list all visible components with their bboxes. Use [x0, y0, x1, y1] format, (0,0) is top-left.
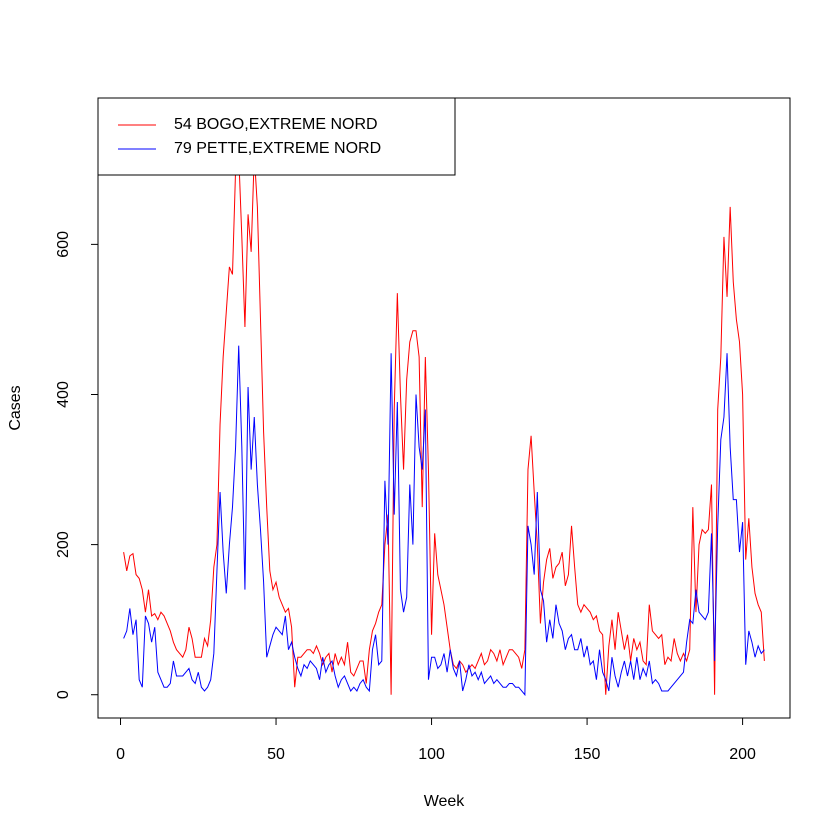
x-tick-label: 200	[729, 746, 756, 763]
plot-box	[97, 97, 791, 719]
legend: 54 BOGO,EXTREME NORD 79 PETTE,EXTREME NOR…	[97, 97, 456, 176]
y-tick-label: 200	[55, 531, 72, 558]
series-line	[123, 154, 765, 695]
y-tick-label: 600	[55, 231, 72, 258]
series-line	[123, 345, 765, 697]
x-tick-label: 100	[418, 746, 445, 763]
x-tick-label: 0	[116, 746, 125, 763]
legend-label: 54 BOGO,EXTREME NORD	[174, 116, 378, 133]
y-tick-label: 400	[55, 381, 72, 408]
x-tick-label: 50	[267, 746, 285, 763]
x-tick-label: 150	[574, 746, 601, 763]
y-tick-label: 0	[55, 690, 72, 699]
legend-box	[97, 97, 456, 176]
legend-label: 79 PETTE,EXTREME NORD	[174, 140, 381, 157]
y-axis-label: Cases	[7, 385, 24, 430]
plot-lines	[123, 154, 765, 697]
x-axis-label: Week	[424, 793, 466, 810]
